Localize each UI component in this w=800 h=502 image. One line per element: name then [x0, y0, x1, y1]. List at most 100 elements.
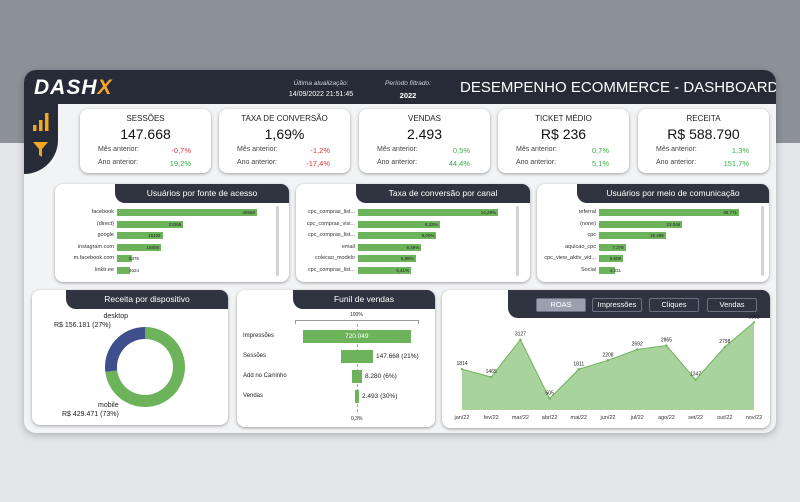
bar[interactable] — [358, 232, 437, 239]
bar[interactable] — [117, 232, 163, 239]
funnel-bracket — [295, 320, 419, 324]
donut-slice-mobile[interactable] — [105, 327, 185, 407]
kpi-ano-label: Ano anterior: — [98, 159, 139, 166]
data-point[interactable] — [694, 378, 697, 381]
bar[interactable] — [358, 209, 498, 216]
x-tick-label: fev/22 — [484, 415, 499, 421]
funnel-stage-label: Impressões — [243, 333, 275, 339]
bar[interactable] — [599, 255, 623, 262]
area-fill — [462, 322, 754, 410]
data-point[interactable] — [665, 344, 668, 347]
data-point[interactable] — [752, 321, 756, 324]
x-tick-label: abr/22 — [542, 415, 558, 421]
data-point[interactable] — [548, 397, 551, 400]
kpi-ano-value: 44,4% — [448, 159, 470, 168]
bar[interactable] — [599, 266, 615, 274]
data-point[interactable] — [460, 367, 464, 371]
bar-label: (none) — [580, 220, 596, 227]
panel-usuarios-meio: Usuários por meio de comunicação referra… — [537, 184, 769, 282]
bar[interactable] — [599, 243, 626, 251]
bar[interactable] — [358, 255, 416, 262]
funnel-value: 8.280 (6%) — [365, 373, 397, 380]
data-label: 1465 — [486, 369, 497, 375]
bar[interactable] — [599, 209, 739, 216]
kpi-title: SESSÕES — [126, 114, 165, 123]
bar[interactable] — [358, 243, 422, 251]
donut-slice-desktop[interactable] — [105, 327, 145, 373]
panel-usuarios-fonte: Usuários por fonte de acesso facebook 493… — [55, 184, 289, 282]
bar[interactable] — [358, 266, 411, 274]
panel-title: Usuários por meio de comunicação — [577, 184, 769, 203]
data-point[interactable] — [636, 348, 639, 351]
header-bar: DASHX Última atualização: 14/09/2022 21:… — [24, 70, 776, 104]
kpi-value: 147.668 — [120, 126, 171, 142]
bar[interactable] — [117, 266, 131, 274]
funnel-axis — [357, 324, 358, 412]
tab-roas[interactable]: ROAS — [536, 298, 586, 312]
funnel-bar[interactable] — [355, 390, 359, 403]
bar[interactable] — [599, 232, 666, 239]
kpi-value: 2.493 — [406, 126, 443, 142]
bar-label: referral — [578, 209, 596, 215]
data-point[interactable] — [519, 338, 522, 341]
data-label: 3892 — [748, 314, 759, 320]
updated-label: Última atualização: — [293, 80, 349, 87]
desktop-value: R$ 156.181 (27%) — [54, 322, 111, 329]
bar-label: cpc_compras_list... — [307, 232, 355, 238]
data-point[interactable] — [723, 345, 726, 349]
bar-value: 5,88% — [400, 256, 414, 261]
page-title: DESEMPENHO ECOMMERCE - DASHBOARD — [460, 79, 776, 96]
bar-label: cpc_view_aktiv_vid... — [544, 255, 596, 261]
bar-value: 23368 — [168, 221, 182, 227]
bar-label: Social — [581, 266, 596, 273]
bar-value: 14,29% — [480, 210, 496, 215]
kpi-mes-value: 0,5% — [452, 146, 470, 155]
bar[interactable] — [117, 209, 257, 216]
tab-impresses[interactable]: Impressões — [592, 298, 642, 312]
bar[interactable] — [117, 220, 184, 228]
funnel-bar[interactable] — [303, 330, 411, 343]
scrollbar[interactable] — [516, 206, 519, 276]
bar[interactable] — [599, 220, 683, 228]
bar-value: 49368 — [242, 210, 255, 215]
x-tick-label: nov/22 — [746, 415, 763, 421]
panel-receita-dispositivo: Receita por dispositivo desktop R$ 156.1… — [32, 290, 228, 425]
dashboard: DASHX Última atualização: 14/09/2022 21:… — [24, 70, 776, 433]
scrollbar[interactable] — [276, 206, 279, 276]
mobile-label: mobile — [98, 402, 119, 409]
data-point[interactable] — [490, 375, 493, 379]
panel-title: Funil de vendas — [293, 290, 435, 309]
bar-value: 8,33% — [424, 221, 438, 227]
funnel-top-pct: 100% — [350, 312, 363, 318]
x-tick-label: jul/22 — [630, 415, 644, 421]
bar-label: (direct) — [96, 220, 114, 227]
funnel-bar[interactable] — [352, 370, 362, 383]
kpi-card: RECEITA R$ 588.790 Mês anterior: 1,3% Ano an… — [638, 109, 769, 173]
bar-chart-icon[interactable] — [33, 113, 49, 136]
bar-label: google — [97, 232, 114, 238]
x-tick-label: mar/22 — [512, 415, 529, 421]
data-point[interactable] — [577, 368, 580, 371]
bar[interactable] — [358, 220, 440, 228]
tab-vendas[interactable]: Vendas — [707, 298, 757, 312]
funnel-bar[interactable] — [341, 350, 373, 363]
data-point[interactable] — [606, 359, 610, 362]
scrollbar[interactable] — [761, 206, 764, 276]
bar[interactable] — [117, 255, 133, 262]
tab-cliques[interactable]: Cliques — [649, 298, 699, 312]
kpi-card: SESSÕES 147.668 Mês anterior: -0,7% Ano ante… — [80, 109, 211, 173]
bar-value: 5,41% — [396, 267, 409, 273]
filter-icon[interactable] — [33, 142, 48, 162]
kpi-mes-label: Mês anterior: — [656, 146, 697, 153]
kpi-value: 1,69% — [264, 126, 305, 142]
panel-roas: ROAS Impressões Cliques Vendas 1814 jan/22 14… — [442, 290, 770, 428]
kpi-ano-label: Ano anterior: — [237, 159, 278, 166]
kpi-ano-label: Ano anterior: — [516, 159, 557, 166]
kpi-mes-label: Mês anterior: — [516, 146, 557, 153]
data-label: 2692 — [632, 341, 643, 347]
panel-title: Usuários por fonte de acesso — [115, 184, 289, 203]
bar-value: 38.771 — [723, 210, 737, 215]
bar[interactable] — [117, 243, 161, 251]
kpi-ano-label: Ano anterior: — [656, 159, 697, 166]
bar-value: 6,46% — [406, 244, 420, 250]
